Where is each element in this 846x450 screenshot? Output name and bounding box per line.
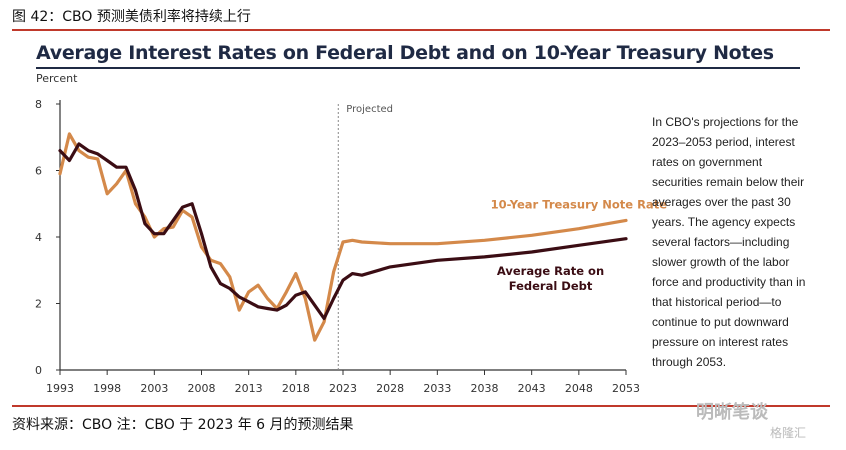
figure-caption: 图 42：CBO 预测美债利率将持续上行	[12, 9, 251, 25]
x-tick-label: 2008	[188, 382, 216, 395]
y-tick-label: 2	[35, 298, 42, 311]
series-line-1	[58, 142, 628, 321]
y-tick-label: 8	[35, 98, 42, 111]
x-tick-label: 2028	[376, 382, 404, 395]
series-label-1: Average Rate on	[497, 264, 604, 278]
series-labels-layer: 10-Year Treasury Note Rate Average Rate o…	[491, 198, 668, 293]
x-tick-label: 2038	[471, 382, 499, 395]
source-note: 资料来源：CBO 注：CBO 于 2023 年 6 月的预测结果	[12, 417, 354, 433]
x-tick-label: 2033	[423, 382, 451, 395]
projection-label: Projected	[346, 104, 393, 115]
watermark-sub: 格隆汇	[770, 426, 807, 440]
title-divider	[36, 67, 800, 69]
source-divider	[12, 405, 830, 407]
series-line-0	[58, 132, 628, 342]
watermark-logo: 明晰笔谈	[696, 402, 768, 423]
caption-divider	[12, 29, 830, 31]
x-tick-label: 2048	[565, 382, 593, 395]
x-tick-label: 2023	[329, 382, 357, 395]
chart-title: Average Interest Rates on Federal Debt a…	[36, 42, 774, 64]
x-tick-label: 2018	[282, 382, 310, 395]
x-tick-label: 2003	[140, 382, 168, 395]
axes-layer: 0 2 4 6 8 1993 1998 2003 2008 2013 2018 2023 2028 203…	[35, 98, 640, 395]
y-tick-label: 4	[35, 231, 42, 244]
y-tick-label: 6	[35, 165, 42, 178]
x-tick-label: 2053	[612, 382, 640, 395]
x-tick-label: 2043	[518, 382, 546, 395]
x-tick-label: 1993	[46, 382, 74, 395]
x-tick-label: 2013	[235, 382, 263, 395]
series-layer	[58, 132, 628, 342]
y-axis-unit-label: Percent	[36, 72, 78, 85]
series-label-0: 10-Year Treasury Note Rate	[491, 198, 668, 212]
y-tick-label: 0	[35, 364, 42, 377]
side-note: In CBO's projections for the 2023–2053 p…	[652, 115, 806, 369]
x-tick-label: 1998	[93, 382, 121, 395]
series-label-1: Federal Debt	[509, 279, 593, 293]
